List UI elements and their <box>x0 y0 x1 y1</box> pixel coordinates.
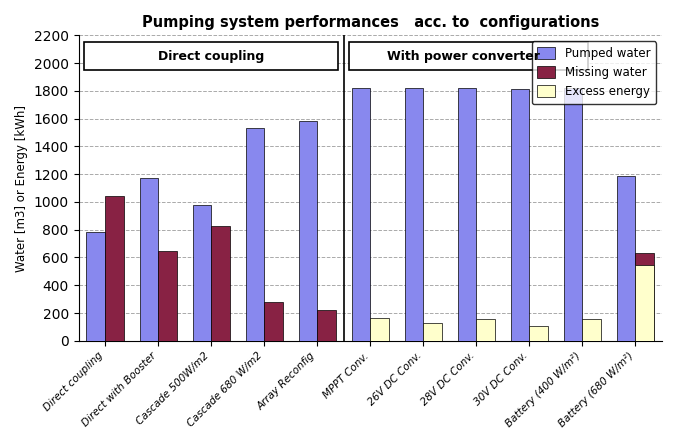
Bar <box>405 88 423 341</box>
Bar <box>299 121 318 341</box>
Text: With power converter: With power converter <box>387 50 540 63</box>
Bar <box>529 326 548 341</box>
Legend: Pumped water, Missing water, Excess energy: Pumped water, Missing water, Excess ener… <box>531 41 656 104</box>
Bar <box>636 253 654 341</box>
Bar <box>211 226 230 341</box>
Bar <box>246 128 264 341</box>
Bar <box>423 323 442 341</box>
FancyBboxPatch shape <box>84 42 338 70</box>
Bar <box>458 88 477 341</box>
Bar <box>564 88 582 341</box>
Bar <box>511 90 529 341</box>
Title: Pumping system performances   acc. to  configurations: Pumping system performances acc. to conf… <box>141 15 599 30</box>
Bar <box>617 175 636 341</box>
Bar <box>139 178 158 341</box>
Bar <box>192 205 211 341</box>
Bar <box>158 250 177 341</box>
Bar <box>264 302 283 341</box>
Bar <box>582 319 601 341</box>
Bar <box>87 233 105 341</box>
Bar <box>477 319 495 341</box>
Bar <box>318 310 336 341</box>
Y-axis label: Water [m3] or Energy [kWh]: Water [m3] or Energy [kWh] <box>15 104 28 272</box>
Text: Direct coupling: Direct coupling <box>158 50 264 63</box>
Bar <box>105 196 124 341</box>
Bar <box>370 318 389 341</box>
Bar <box>351 88 370 341</box>
FancyBboxPatch shape <box>349 42 588 70</box>
Bar <box>636 265 654 341</box>
